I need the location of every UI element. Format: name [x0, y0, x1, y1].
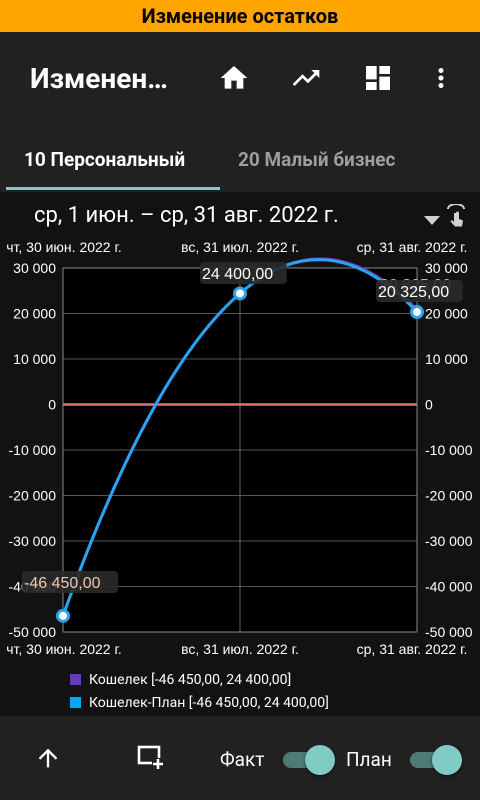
chart-svg[interactable]: 30 000 30 000 20 000 20 000 10 000 10 000 0 0 -1… [0, 236, 480, 666]
x-tick-label-top: чт, 30 июн. 2022 г. [6, 239, 122, 255]
chart-legend: Кошелек [-46 450,00, 24 400,00] Кошелек-… [70, 668, 329, 714]
x-tick-label-top: вс, 31 июл. 2022 г. [181, 239, 299, 255]
data-point-center [59, 611, 67, 620]
dashboard-icon[interactable] [362, 62, 394, 98]
x-tick-label-bottom: чт, 30 июн. 2022 г. [6, 641, 122, 657]
more-vert-icon[interactable] [426, 62, 456, 98]
y-tick-label-right: -20 000 [425, 488, 473, 504]
x-tick-label-bottom: вс, 31 июл. 2022 г. [181, 641, 299, 657]
y-tick-label-left: 10 000 [13, 351, 56, 367]
screen-banner: Изменение остатков [0, 0, 480, 32]
dropdown-arrow-icon[interactable] [424, 211, 440, 230]
y-tick-label-left: -30 000 [9, 533, 57, 549]
data-point-center [413, 308, 421, 317]
page-title: Изменен… [30, 62, 168, 95]
data-label-max-bg [200, 262, 287, 284]
y-tick-label-right: -10 000 [425, 442, 473, 458]
data-point-center [236, 289, 244, 298]
y-tick-label-right: 10 000 [425, 351, 468, 367]
y-tick-label-left: 0 [48, 397, 56, 413]
fact-switch[interactable] [283, 745, 335, 775]
add-to-queue-icon[interactable] [136, 743, 168, 777]
data-label-max: 24 400,00 [202, 266, 273, 283]
y-tick-label-right: 30 000 [425, 260, 468, 276]
y-tick-label-left: -10 000 [9, 442, 57, 458]
legend-item-wallet: Кошелек [-46 450,00, 24 400,00] [70, 668, 329, 691]
y-tick-label-right: 20 000 [425, 306, 468, 322]
y-tick-label-right: 0 [425, 397, 433, 413]
tab-small-business[interactable]: 20 Малый бизнес [238, 148, 396, 171]
legend-swatch-wallet [70, 674, 81, 685]
tab-personal[interactable]: 10 Персональный [24, 148, 186, 171]
y-tick-label-right: -40 000 [425, 579, 473, 595]
y-tick-label-left: 20 000 [13, 306, 56, 322]
arrow-up-icon[interactable] [34, 744, 62, 776]
x-tick-label-bottom: ср, 31 авг. 2022 г. [357, 641, 468, 657]
legend-item-wallet-plan: Кошелек-План [-46 450,00, 24 400,00] [70, 691, 329, 714]
balance-chart[interactable]: 30 000 30 000 20 000 20 000 10 000 10 000 0 0 -1… [0, 236, 480, 666]
data-label-min-bg [22, 571, 118, 593]
touch-gesture-icon[interactable] [444, 203, 468, 234]
tab-bar: 10 Персональный 20 Малый бизнес [0, 126, 480, 192]
bottom-bar: Факт План [0, 716, 480, 800]
legend-label-wallet-plan: Кошелек-План [-46 450,00, 24 400,00] [89, 694, 329, 711]
period-selector[interactable]: ср, 1 июн. – ср, 31 авг. 2022 г. [34, 203, 339, 228]
plan-label: План [346, 748, 392, 771]
y-tick-label-left: -20 000 [9, 488, 57, 504]
y-tick-label-left: 30 000 [13, 260, 56, 276]
plan-switch[interactable] [410, 745, 462, 775]
x-tick-label-top: ср, 31 авг. 2022 г. [357, 239, 468, 255]
y-tick-label-right: -50 000 [425, 624, 473, 640]
y-tick-label-right: -30 000 [425, 533, 473, 549]
legend-swatch-wallet-plan [70, 697, 81, 708]
fact-label: Факт [220, 748, 265, 771]
data-label-end-plan: 20 325,00 [378, 284, 449, 301]
home-icon[interactable] [218, 62, 250, 98]
data-label-min: -46 450,00 [24, 575, 101, 592]
legend-label-wallet: Кошелек [-46 450,00, 24 400,00] [89, 671, 292, 688]
app-bar: Изменен… [0, 32, 480, 126]
active-tab-indicator [6, 187, 220, 190]
y-tick-label-left: -50 000 [9, 624, 57, 640]
data-label-end-plan-bg [376, 280, 463, 302]
trending-up-icon[interactable] [290, 62, 322, 98]
